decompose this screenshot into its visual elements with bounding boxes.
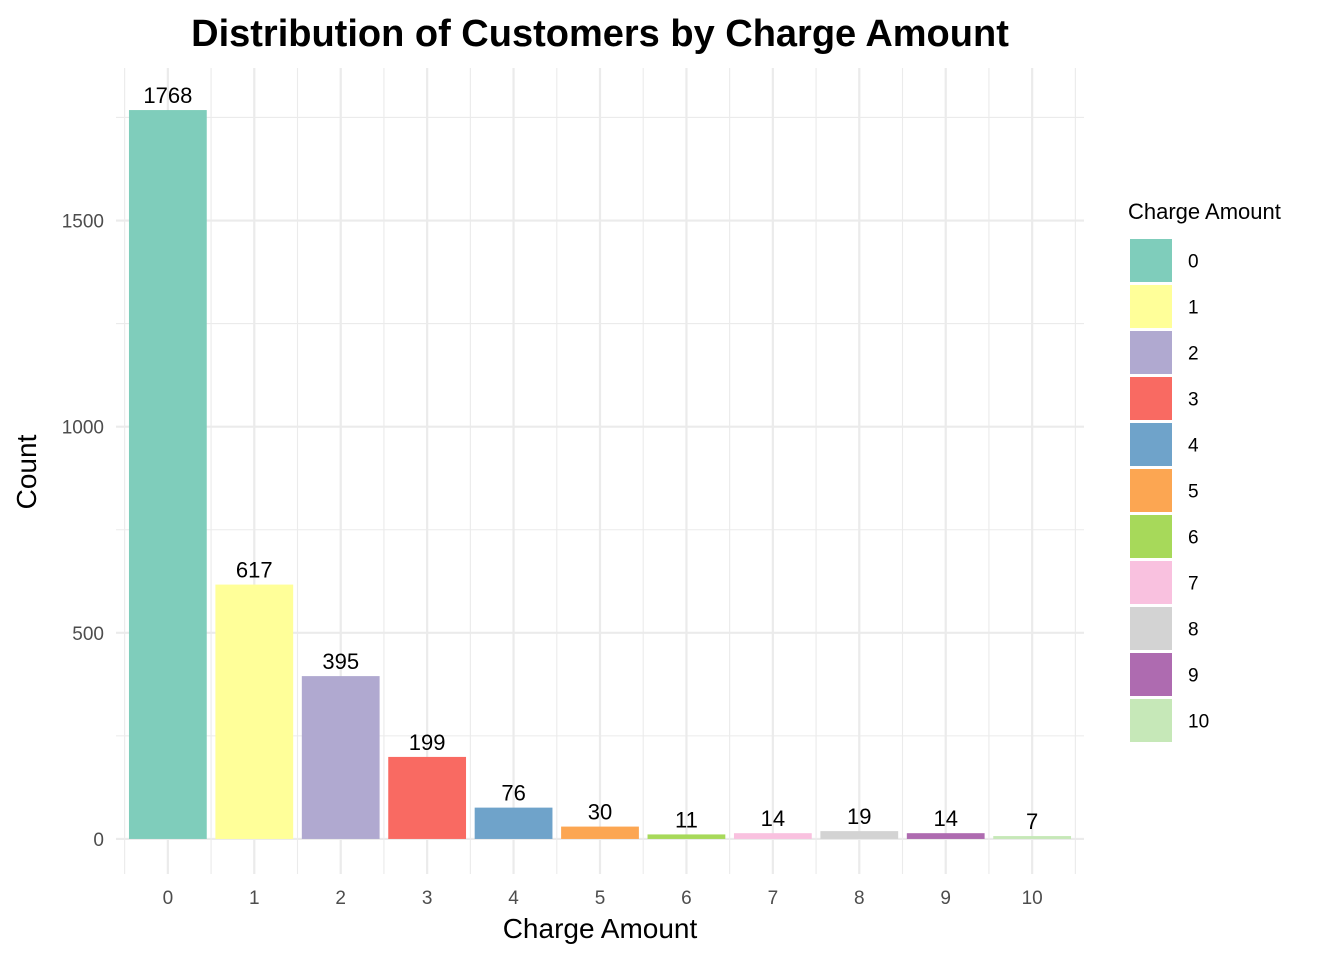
bar-0 <box>128 110 207 839</box>
legend-label-6: 6 <box>1188 528 1199 549</box>
bars-group <box>128 110 1072 839</box>
y-axis-ticks: 0 500 1000 1500 <box>62 212 104 851</box>
legend-key-1 <box>1130 285 1172 328</box>
x-tick-label: 8 <box>854 888 865 909</box>
legend-label-5: 5 <box>1188 482 1199 503</box>
legend-label-9: 9 <box>1188 666 1199 687</box>
x-tick-label: 7 <box>768 888 779 909</box>
y-tick-label: 0 <box>93 830 104 851</box>
legend-label-10: 10 <box>1188 712 1209 733</box>
x-tick-label: 10 <box>1022 888 1043 909</box>
legend-label-7: 7 <box>1188 574 1199 595</box>
data-label-3: 199 <box>409 730 446 755</box>
legend-label-0: 0 <box>1188 252 1199 273</box>
bar-8 <box>820 831 899 839</box>
legend-label-1: 1 <box>1188 298 1199 319</box>
legend-items: 0 1 2 3 4 5 6 7 8 9 10 <box>1130 239 1209 742</box>
x-tick-label: 0 <box>163 888 174 909</box>
data-label-7: 14 <box>761 806 785 831</box>
x-tick-label: 5 <box>595 888 606 909</box>
legend-key-0 <box>1130 239 1172 282</box>
y-tick-label: 1500 <box>62 212 104 233</box>
data-label-6: 11 <box>675 807 698 832</box>
legend-key-4 <box>1130 423 1172 466</box>
x-tick-label: 3 <box>422 888 433 909</box>
legend-key-10 <box>1130 699 1172 742</box>
y-axis-title: Count <box>11 434 42 509</box>
bar-3 <box>388 756 467 839</box>
data-label-1: 617 <box>236 558 273 583</box>
bar-6 <box>647 834 726 839</box>
x-tick-label: 1 <box>249 888 260 909</box>
chart-title: Distribution of Customers by Charge Amou… <box>191 13 1009 55</box>
legend-key-9 <box>1130 653 1172 696</box>
x-axis-title: Charge Amount <box>503 913 698 944</box>
x-tick-label: 2 <box>335 888 346 909</box>
legend-label-3: 3 <box>1188 390 1199 411</box>
bar-1 <box>215 584 294 839</box>
bar-5 <box>561 826 639 839</box>
data-label-8: 19 <box>847 804 871 829</box>
grid-lines <box>116 68 1084 874</box>
x-tick-label: 9 <box>940 888 951 909</box>
legend-label-8: 8 <box>1188 620 1199 641</box>
legend: Charge Amount 0 1 2 3 4 5 6 7 8 9 10 <box>1128 199 1281 742</box>
legend-label-4: 4 <box>1188 436 1199 457</box>
legend-key-2 <box>1130 331 1172 374</box>
y-tick-label: 1000 <box>62 418 104 439</box>
bar-10 <box>993 836 1072 839</box>
bar-4 <box>474 807 553 839</box>
legend-key-8 <box>1130 607 1172 650</box>
data-label-10: 7 <box>1026 809 1038 834</box>
data-label-4: 76 <box>501 781 525 806</box>
legend-key-5 <box>1130 469 1172 512</box>
bar-2 <box>301 676 380 839</box>
data-label-5: 30 <box>588 800 612 825</box>
data-label-2: 395 <box>322 649 359 674</box>
x-axis-ticks: 0 1 2 3 4 5 6 7 8 9 10 <box>163 888 1043 909</box>
data-labels-group: 1768 617 395 199 76 30 11 14 19 14 7 <box>143 83 1038 834</box>
legend-key-7 <box>1130 561 1172 604</box>
x-tick-label: 6 <box>681 888 692 909</box>
legend-key-3 <box>1130 377 1172 420</box>
bar-7 <box>733 833 812 839</box>
data-label-9: 14 <box>933 806 957 831</box>
y-tick-label: 500 <box>72 624 104 645</box>
bar-9 <box>906 833 985 839</box>
legend-title: Charge Amount <box>1128 199 1281 224</box>
data-label-0: 1768 <box>143 83 192 108</box>
legend-key-6 <box>1130 515 1172 558</box>
legend-label-2: 2 <box>1188 344 1199 365</box>
x-tick-label: 4 <box>508 888 519 909</box>
